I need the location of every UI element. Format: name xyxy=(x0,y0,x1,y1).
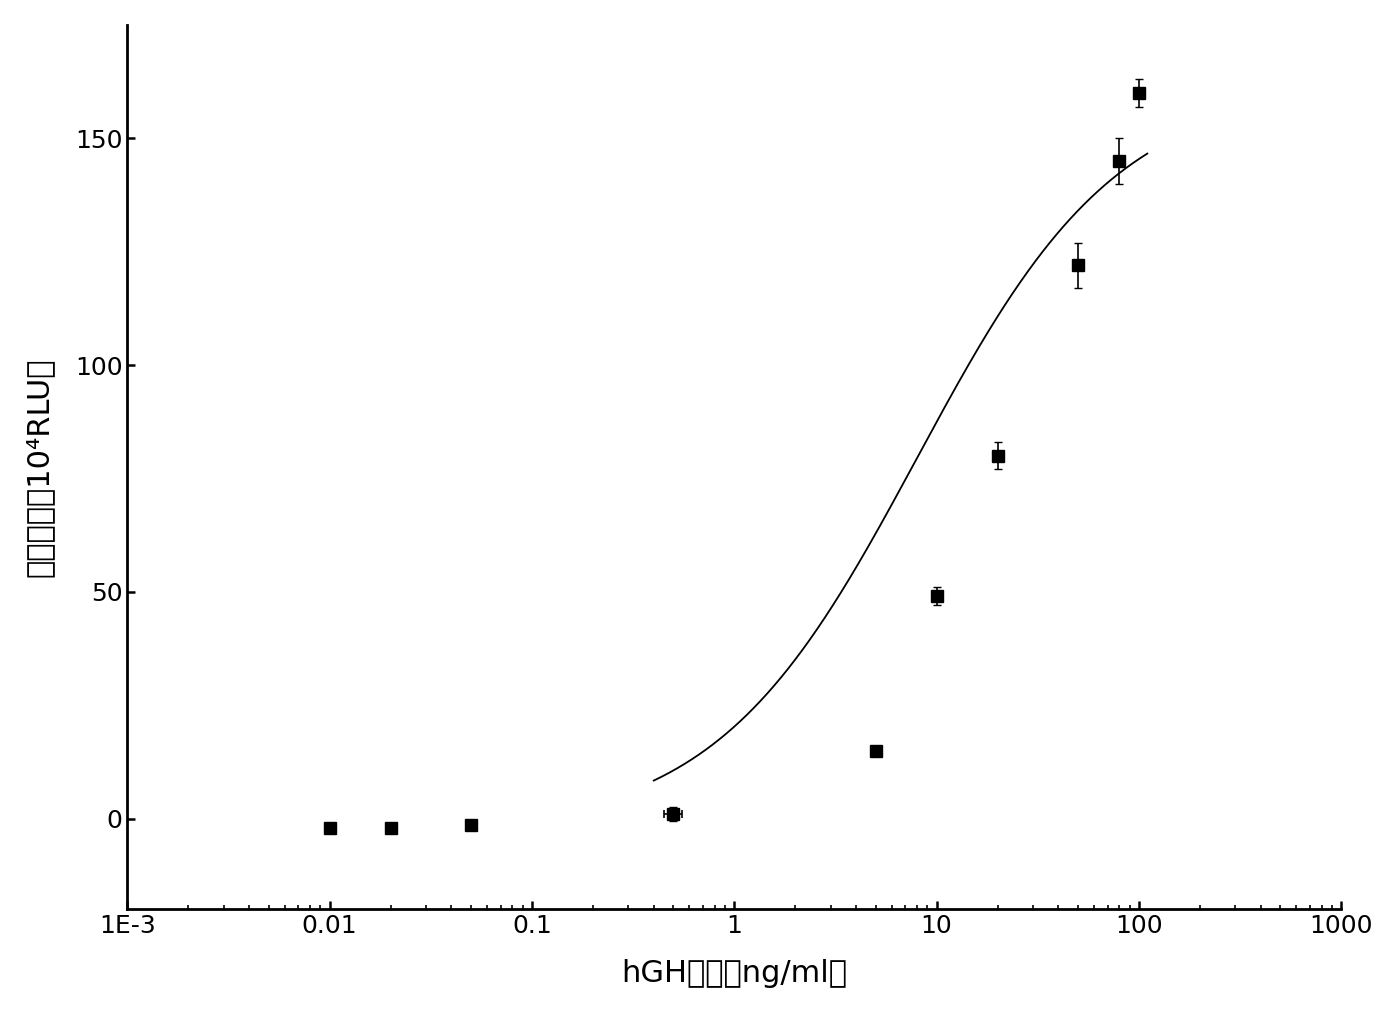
X-axis label: hGH浓度（ng/ml）: hGH浓度（ng/ml） xyxy=(621,959,847,988)
Y-axis label: 发光强度（10⁴RLU）: 发光强度（10⁴RLU） xyxy=(25,358,55,576)
